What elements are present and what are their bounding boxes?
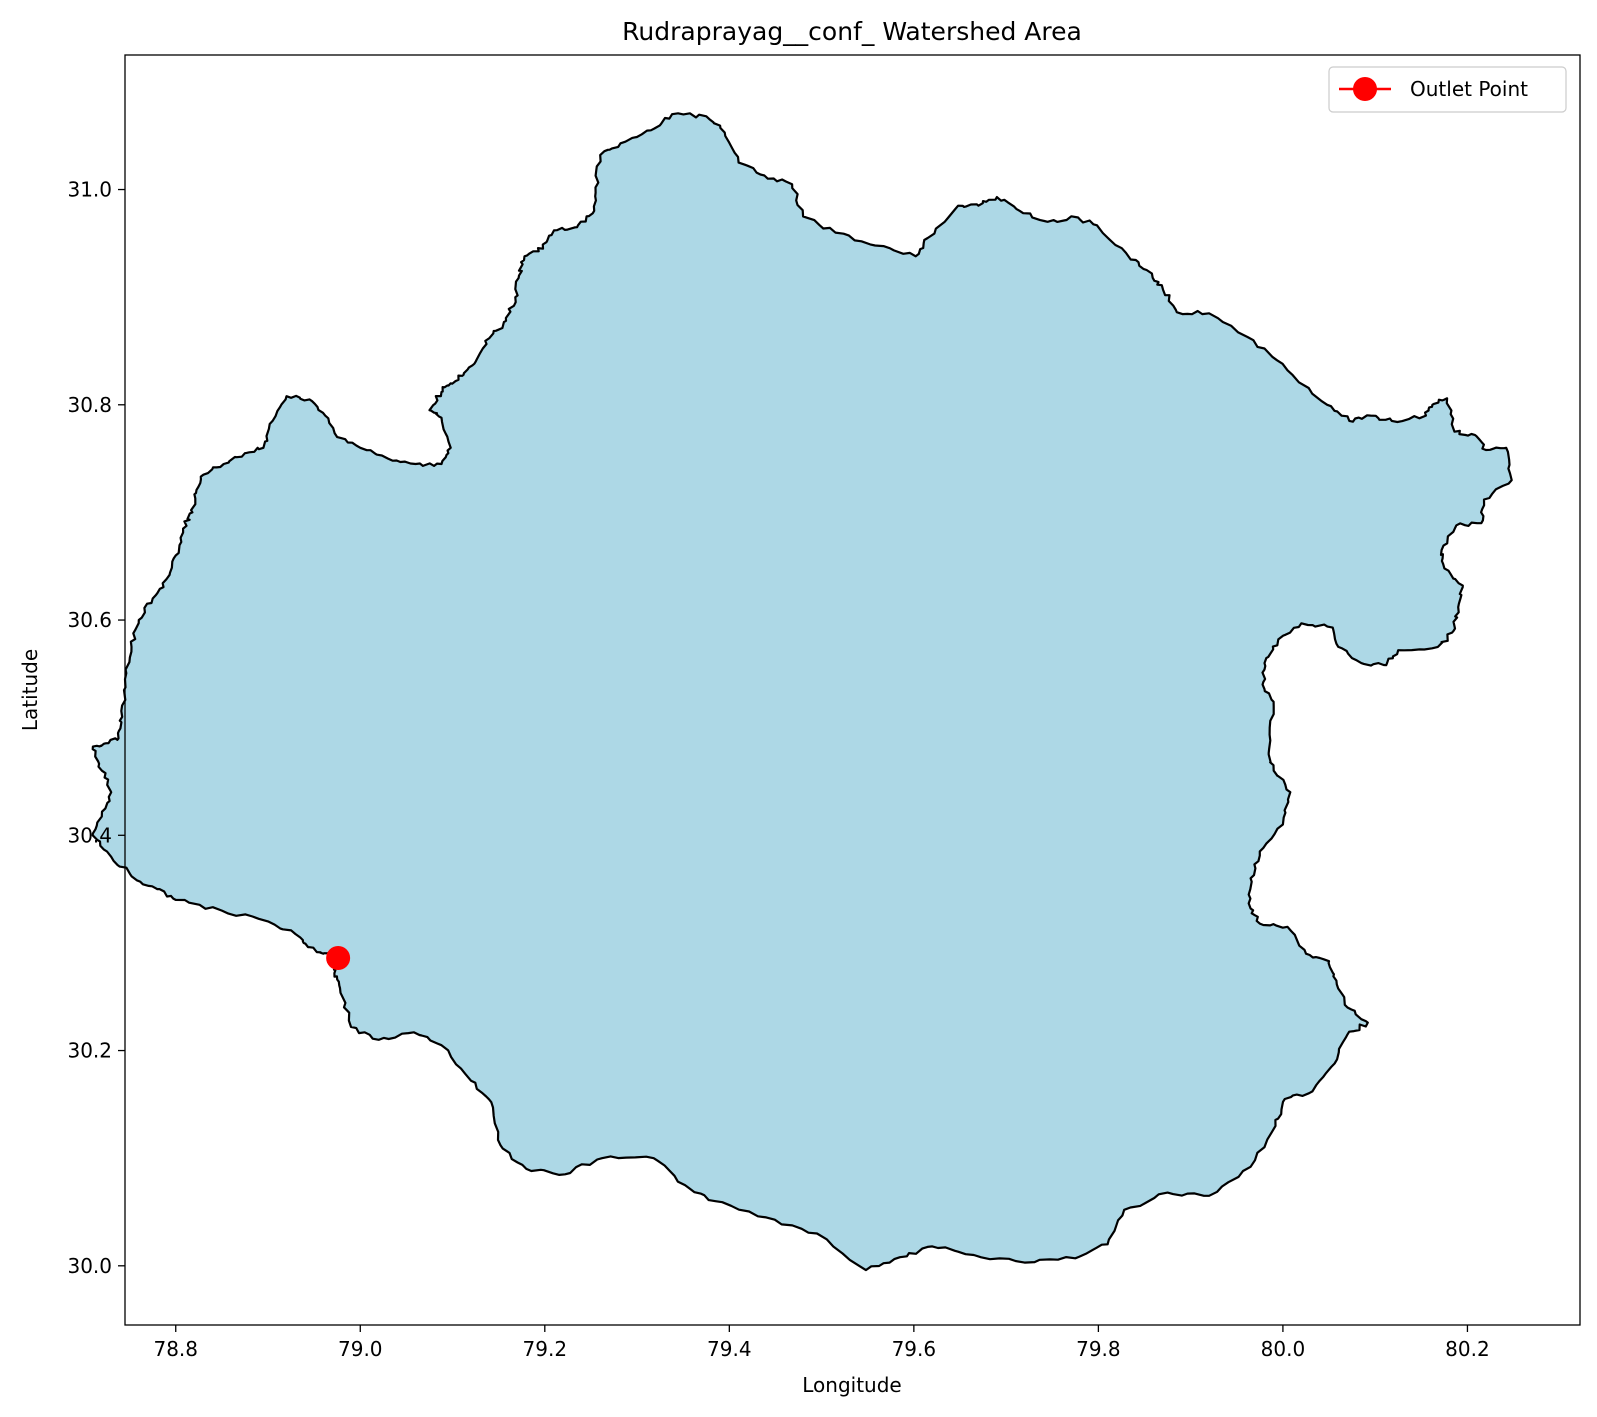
x-tick-label: 80.2	[1445, 1337, 1490, 1361]
legend-marker-swatch	[1353, 77, 1377, 101]
chart-title: Rudraprayag__conf_ Watershed Area	[622, 17, 1082, 46]
x-tick-label: 80.0	[1261, 1337, 1306, 1361]
x-tick-label: 79.0	[338, 1337, 383, 1361]
y-tick-label: 30.6	[67, 608, 112, 632]
x-tick-label: 79.2	[523, 1337, 568, 1361]
plot-area	[91, 112, 1513, 1272]
y-axis-ticks: 30.0 30.2 30.4 30.6 30.8 31.0	[67, 178, 125, 1278]
outlet-point-marker	[326, 945, 351, 970]
legend: Outlet Point	[1328, 66, 1567, 113]
x-tick-label: 78.8	[153, 1337, 198, 1361]
y-tick-label: 30.8	[67, 393, 112, 417]
watershed-polygon	[91, 112, 1513, 1272]
legend-label-outlet-point: Outlet Point	[1410, 77, 1528, 101]
x-tick-label: 79.4	[707, 1337, 752, 1361]
x-tick-label: 79.8	[1076, 1337, 1121, 1361]
y-tick-label: 30.2	[67, 1039, 112, 1063]
y-tick-label: 30.0	[67, 1254, 112, 1278]
y-axis-label: Latitude	[18, 649, 42, 731]
y-tick-label: 31.0	[67, 178, 112, 202]
x-axis-label: Longitude	[802, 1373, 901, 1397]
y-tick-label: 30.4	[67, 823, 112, 847]
x-tick-label: 79.6	[892, 1337, 937, 1361]
x-axis-ticks: 78.8 79.0 79.2 79.4 79.6 79.8 80.0 80.2	[153, 1325, 1490, 1361]
legend-frame	[1328, 66, 1567, 113]
axes-frame	[124, 54, 1581, 1326]
